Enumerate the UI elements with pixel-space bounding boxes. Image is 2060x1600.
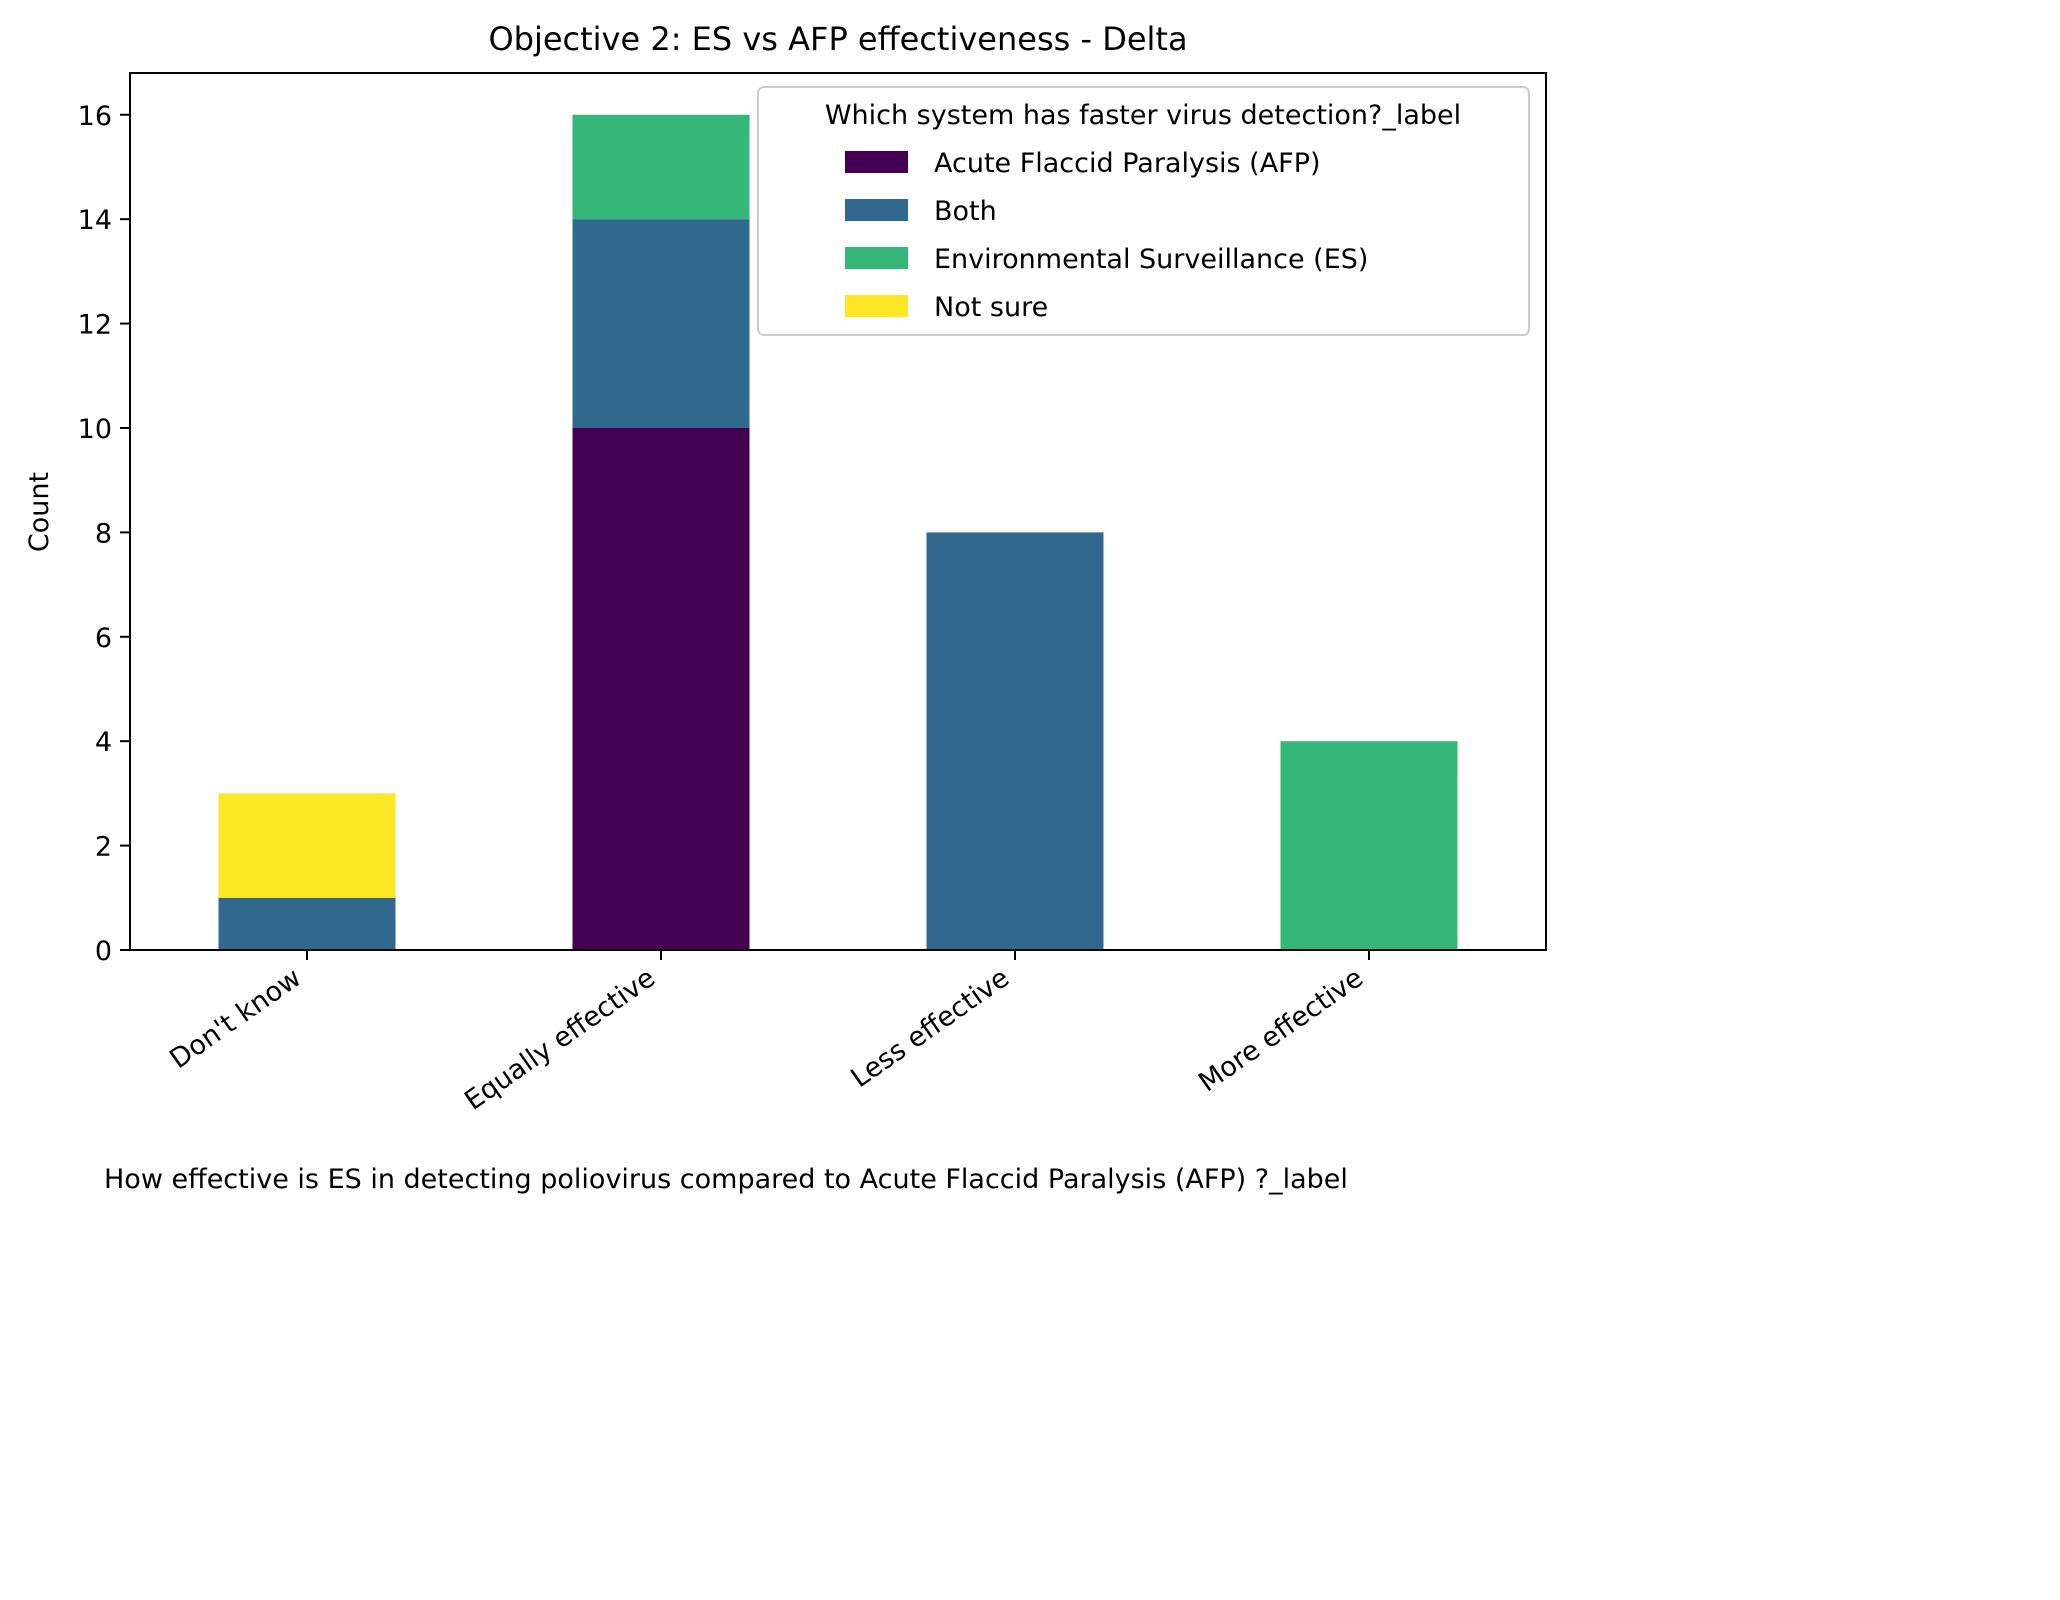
bar-segment bbox=[926, 532, 1104, 950]
legend-swatch bbox=[845, 247, 908, 269]
x-axis-label: How effective is ES in detecting poliovi… bbox=[104, 1164, 1348, 1195]
legend-label: Environmental Surveillance (ES) bbox=[934, 244, 1368, 275]
legend-label: Not sure bbox=[934, 292, 1048, 323]
y-tick-label: 6 bbox=[95, 623, 112, 654]
bar-segment bbox=[572, 219, 750, 428]
plot-frame bbox=[129, 72, 1547, 951]
x-tick-label: Don't know bbox=[164, 962, 307, 1075]
legend-title: Which system has faster virus detection?… bbox=[825, 100, 1461, 131]
y-axis-label: Count bbox=[24, 472, 55, 552]
y-tick-label: 8 bbox=[95, 518, 112, 549]
legend-swatch bbox=[845, 199, 908, 221]
chart-svg: Objective 2: ES vs AFP effectiveness - D… bbox=[24, 20, 1547, 1195]
legend-swatch bbox=[845, 151, 908, 173]
bar-segment bbox=[572, 427, 750, 951]
y-tick-label: 12 bbox=[78, 310, 112, 341]
y-tick-label: 14 bbox=[78, 205, 112, 236]
chart-title: Objective 2: ES vs AFP effectiveness - D… bbox=[488, 20, 1187, 58]
bar-segment bbox=[1280, 741, 1458, 950]
legend-label: Acute Flaccid Paralysis (AFP) bbox=[934, 148, 1321, 179]
x-tick-label: Less effective bbox=[845, 962, 1015, 1094]
y-axis: 0 2 4 6 8 10 12 14 16 bbox=[78, 101, 130, 967]
bars-layer bbox=[218, 114, 1458, 951]
x-tick-label: Equally effective bbox=[459, 962, 661, 1116]
y-tick-label: 0 bbox=[95, 936, 112, 967]
legend: Which system has faster virus detection?… bbox=[757, 86, 1530, 336]
legend-items: Acute Flaccid Paralysis (AFP) Both Environ… bbox=[845, 148, 1368, 323]
bar-segment bbox=[218, 793, 396, 898]
y-tick-label: 2 bbox=[95, 832, 112, 863]
y-tick-label: 4 bbox=[95, 727, 112, 758]
y-tick-label: 10 bbox=[78, 414, 112, 445]
bar-segment bbox=[218, 897, 396, 950]
legend-swatch bbox=[845, 295, 908, 317]
x-tick-label: More effective bbox=[1193, 962, 1369, 1098]
chart-root: Objective 2: ES vs AFP effectiveness - D… bbox=[24, 20, 1547, 1195]
bar-segment bbox=[572, 114, 750, 220]
legend-label: Both bbox=[934, 196, 997, 227]
x-axis: Don't know Equally effective Less effectiv… bbox=[164, 950, 1370, 1117]
y-tick-label: 16 bbox=[78, 101, 112, 132]
legend-box bbox=[757, 86, 1530, 336]
